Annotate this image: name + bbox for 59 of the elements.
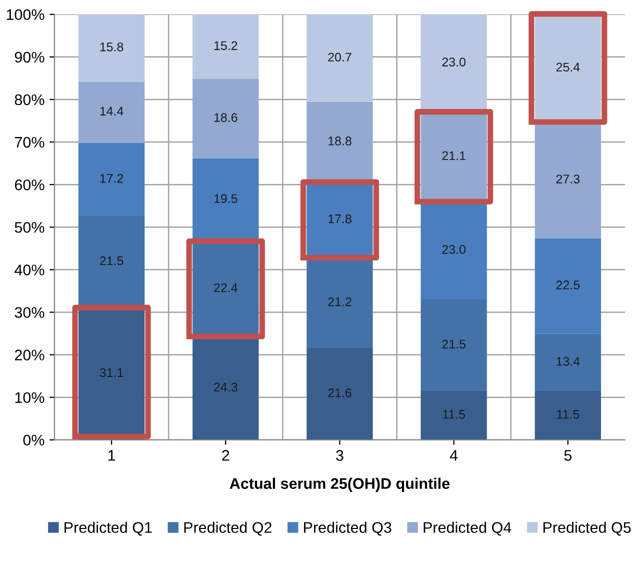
data-label: 23.0 [442,58,466,66]
data-label: 15.8 [100,42,124,52]
data-label: 17.2 [100,174,124,183]
data-label: 25.4 [556,62,580,72]
y-tick-label: 80% [14,94,44,106]
data-label: 20.7 [328,52,352,62]
x-tick-label: 3 [336,450,344,461]
data-label: 19.5 [214,194,238,204]
y-tick-label: 60% [14,179,44,190]
y-tick-label: 50% [14,222,44,233]
bar [534,334,602,391]
data-label: 17.8 [328,214,352,224]
data-label: 27.3 [556,174,580,184]
data-label: 18.6 [214,113,238,122]
y-tick-label: 0% [23,434,44,446]
data-label: 21.6 [328,388,352,398]
y-tick-label: 20% [14,350,44,360]
y-tick-label: 10% [15,392,44,404]
data-label: 31.1 [100,368,124,378]
bar [192,14,259,80]
x-axis-title: Actual serum 25(OH)D quintile [230,478,450,492]
bar [534,390,602,440]
data-label: 21.2 [328,297,352,306]
data-label: 15.2 [214,41,238,50]
y-tick-label: 100% [6,9,44,20]
x-tick-label: 5 [564,450,572,461]
data-label: 21.5 [100,256,124,266]
data-label: 24.3 [214,382,238,392]
bar [420,299,487,391]
bar [78,82,145,143]
legend-label: Predicted Q2 [184,522,272,536]
data-label: 22.5 [556,280,580,290]
bar [534,238,602,334]
y-tick-label: 40% [14,264,44,276]
legend-label: Predicted Q1 [64,522,152,536]
data-label: 23.0 [442,245,466,254]
legend-label: Predicted Q3 [304,522,392,536]
bar [306,348,373,440]
data-label: 21.5 [442,340,466,349]
data-label: 11.5 [443,410,466,419]
data-label: 11.5 [557,410,580,419]
bar [420,390,487,440]
data-label: 18.8 [328,136,352,146]
data-label: 13.4 [556,356,580,366]
x-tick-label: 1 [108,450,116,461]
bar [192,79,259,158]
x-tick-label: 2 [222,450,230,461]
y-tick-label: 70% [14,136,44,148]
y-tick-label: 90% [14,52,44,63]
x-tick-label: 4 [450,450,458,461]
y-tick-label: 30% [14,307,44,318]
bar [306,14,373,102]
bar [78,142,145,216]
data-label: 14.4 [100,106,124,116]
legend-label: Predicted Q4 [424,522,512,536]
bar [78,14,145,82]
legend-label: Predicted Q5 [543,522,631,536]
data-label: 22.4 [214,283,238,292]
data-label: 21.1 [442,151,466,160]
